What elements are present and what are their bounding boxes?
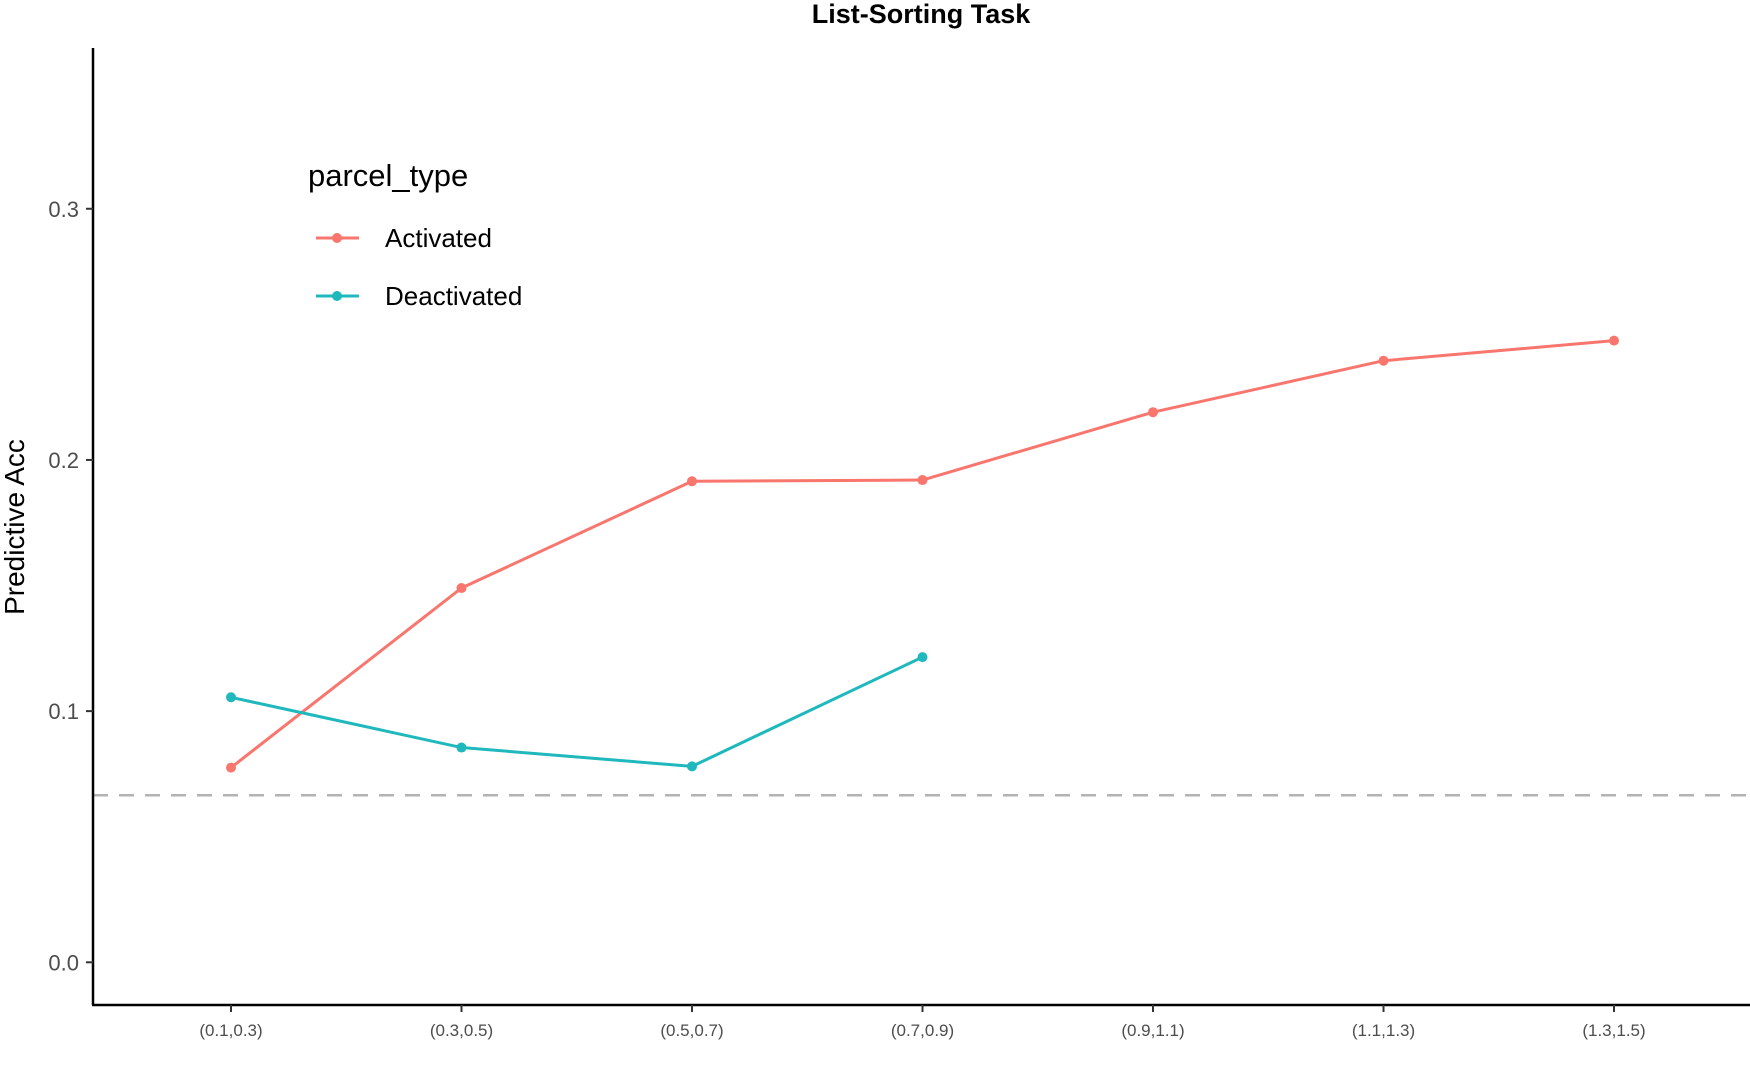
legend-item: Activated: [316, 223, 492, 253]
legend-key-point: [332, 233, 342, 243]
data-point: [1378, 355, 1389, 366]
data-point: [1609, 335, 1619, 346]
y-tick-label: 0.0: [48, 950, 79, 975]
y-axis-label: Predictive Acc: [0, 439, 30, 615]
series-activated: [226, 335, 1619, 773]
series-layer: [226, 335, 1619, 773]
series-line: [230, 655, 924, 768]
legend-label: Deactivated: [385, 281, 522, 311]
x-tick-label: (1.1,1.3): [1352, 1021, 1415, 1040]
data-point: [456, 742, 467, 753]
x-tick-label: (1.3,1.5): [1582, 1021, 1645, 1040]
data-point: [226, 692, 236, 703]
y-tick-label: 0.1: [48, 699, 79, 724]
series-deactivated: [226, 652, 928, 772]
legend-items: Activated Deactivated: [316, 223, 522, 311]
y-tick-label: 0.3: [48, 197, 79, 222]
legend-title: parcel_type: [308, 158, 468, 193]
data-point: [917, 475, 928, 486]
legend-item: Deactivated: [316, 281, 522, 311]
chart-title: List-Sorting Task: [812, 0, 1032, 29]
x-tick-label: (0.3,0.5): [430, 1021, 493, 1040]
data-point: [687, 476, 697, 487]
data-point: [456, 583, 467, 594]
legend: parcel_type Activated Deactivated: [308, 158, 522, 311]
x-tick-label: (0.5,0.7): [660, 1021, 723, 1040]
axes: [91, 48, 1750, 1007]
data-point: [687, 761, 697, 772]
data-point: [1148, 407, 1158, 418]
x-tick-label: (0.7,0.9): [891, 1021, 954, 1040]
tick-layer: 0.0 0.1 0.2 0.3 (0.1,0.3) (0.3,0.5) (0.5,0.7) (…: [48, 197, 1645, 1040]
series-line: [230, 339, 1615, 769]
data-point: [226, 762, 236, 773]
x-tick-label: (0.9,1.1): [1121, 1021, 1184, 1040]
data-point: [917, 652, 928, 663]
y-tick-label: 0.2: [48, 448, 79, 473]
legend-key-point: [332, 291, 342, 301]
x-tick-label: (0.1,0.3): [199, 1021, 262, 1040]
legend-label: Activated: [385, 223, 492, 253]
